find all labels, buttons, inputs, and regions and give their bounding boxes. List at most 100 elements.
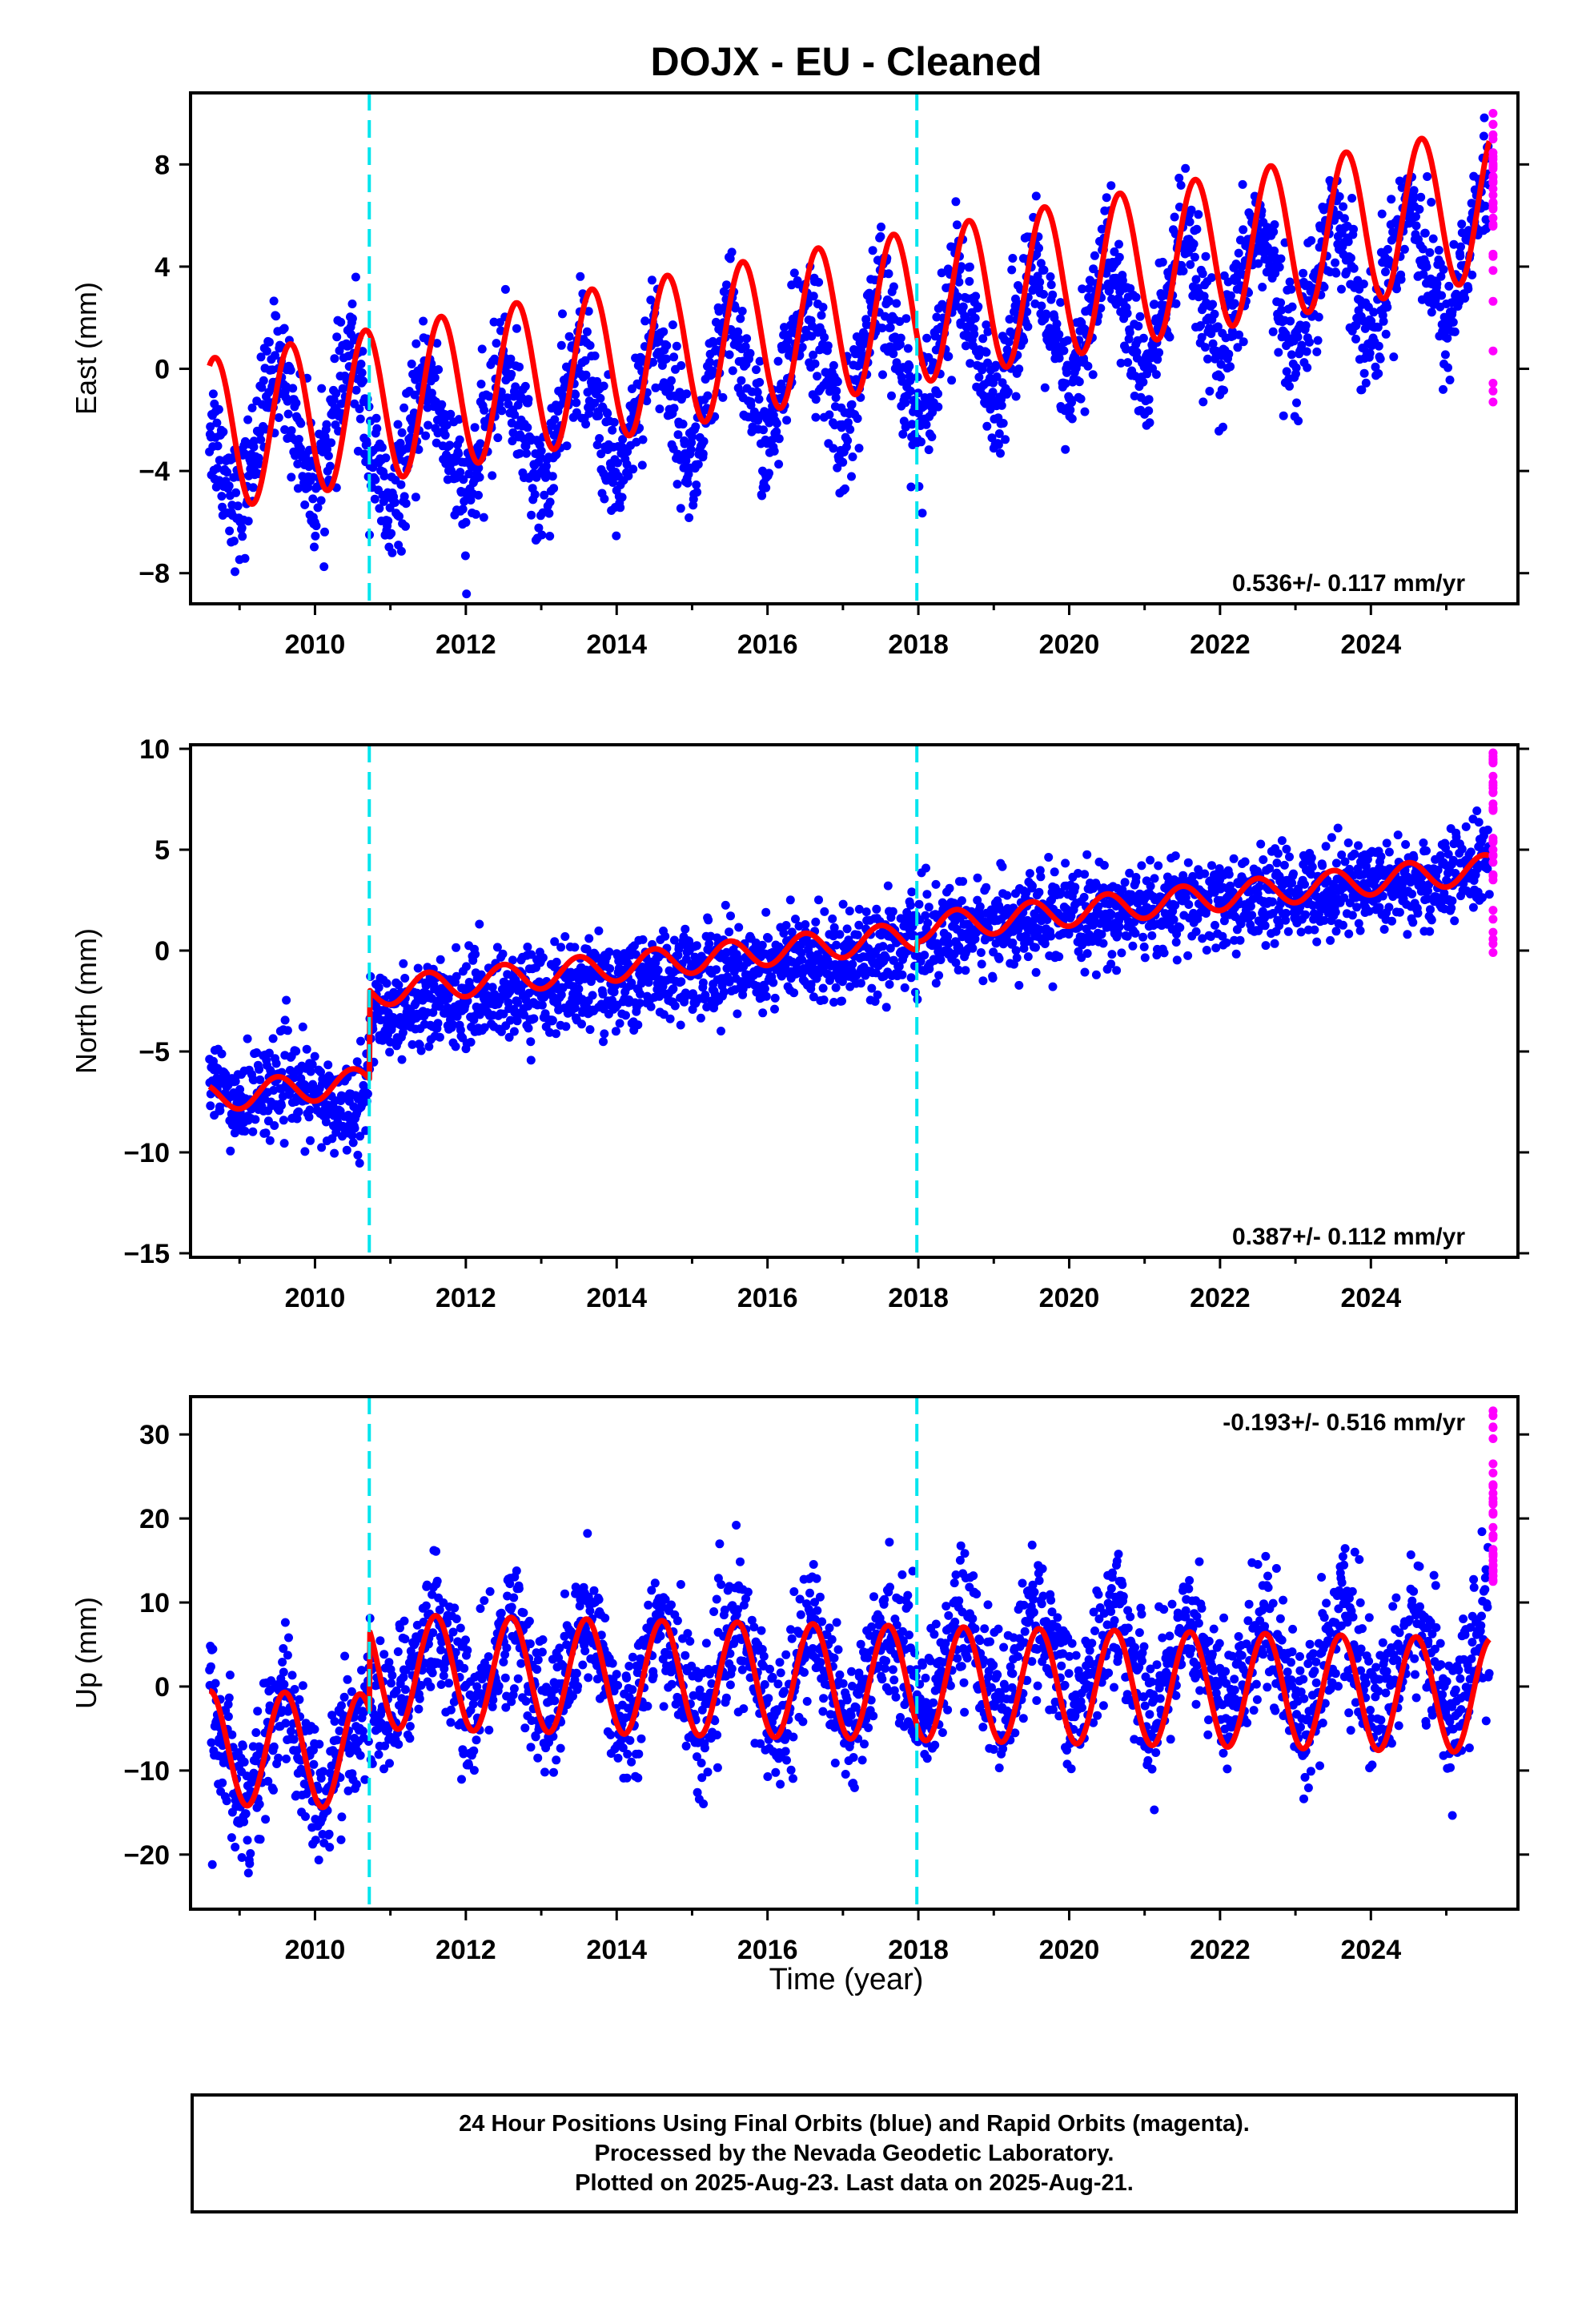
data-point	[488, 983, 497, 992]
data-point	[458, 505, 468, 514]
data-point	[570, 943, 580, 952]
data-point	[921, 420, 931, 429]
data-point	[1383, 244, 1392, 254]
data-point	[477, 344, 487, 354]
data-point	[646, 1002, 656, 1011]
data-point	[504, 1032, 514, 1042]
data-point	[1460, 294, 1470, 303]
data-point	[789, 988, 799, 998]
data-point	[581, 370, 591, 380]
data-point	[509, 1027, 519, 1036]
data-point	[264, 1048, 274, 1058]
data-point	[351, 272, 360, 282]
data-point	[1381, 267, 1390, 276]
data-point	[288, 384, 298, 393]
data-point	[1146, 855, 1155, 865]
data-point	[676, 504, 685, 513]
data-point	[356, 1036, 365, 1046]
data-point	[1130, 928, 1140, 938]
data-point	[1468, 270, 1477, 279]
data-point	[1197, 332, 1207, 342]
data-point	[1052, 319, 1062, 328]
data-point	[789, 268, 799, 278]
data-point	[454, 449, 464, 459]
data-point	[400, 974, 410, 983]
data-point	[892, 299, 901, 308]
data-point	[240, 1127, 250, 1136]
data-point	[1254, 259, 1263, 268]
data-point	[1124, 334, 1134, 344]
data-point	[1040, 383, 1050, 392]
data-point	[1150, 300, 1159, 309]
data-point	[809, 350, 818, 360]
data-point	[279, 1116, 288, 1125]
data-point	[294, 435, 303, 444]
data-point	[218, 502, 227, 512]
data-point	[1102, 193, 1111, 203]
data-point	[1125, 328, 1134, 337]
data-point	[287, 426, 296, 436]
data-point	[1066, 405, 1075, 415]
data-point	[877, 324, 887, 333]
data-point	[1383, 303, 1392, 312]
data-point	[1247, 911, 1257, 920]
data-point	[1135, 312, 1145, 321]
data-point	[394, 980, 404, 990]
data-point	[500, 284, 510, 294]
data-point	[705, 939, 714, 949]
data-point	[492, 943, 502, 952]
data-point	[832, 940, 841, 950]
data-point	[1287, 302, 1297, 312]
data-point	[1230, 299, 1239, 308]
data-point	[371, 475, 380, 485]
data-point	[1389, 352, 1399, 362]
data-point	[1488, 161, 1498, 171]
data-point	[1488, 296, 1498, 306]
data-point	[1219, 385, 1228, 395]
data-point	[994, 429, 1004, 438]
data-point	[689, 989, 697, 999]
data-point	[256, 352, 266, 362]
data-point	[1036, 259, 1046, 268]
data-point	[456, 468, 465, 477]
data-point	[1297, 340, 1307, 350]
data-point	[797, 948, 806, 958]
data-point	[427, 388, 436, 398]
data-point	[1183, 858, 1193, 867]
data-point	[895, 340, 905, 349]
data-point	[1343, 237, 1353, 247]
data-point	[320, 527, 329, 537]
data-point	[321, 1117, 331, 1127]
data-point	[605, 964, 615, 973]
data-point	[1425, 247, 1435, 257]
data-point	[479, 513, 488, 522]
data-point	[558, 309, 567, 319]
x-tick-label: 2014	[586, 629, 647, 660]
data-point	[556, 990, 566, 999]
data-point	[746, 400, 756, 410]
data-point	[1303, 363, 1312, 372]
data-point	[1061, 379, 1070, 388]
data-point	[635, 999, 644, 1008]
data-point	[310, 542, 319, 552]
data-point	[1174, 173, 1184, 183]
data-point	[805, 950, 815, 959]
data-point	[638, 935, 648, 944]
data-point	[306, 1067, 315, 1076]
data-point	[829, 998, 838, 1007]
data-point	[548, 1015, 557, 1025]
data-point	[383, 517, 393, 525]
data-point	[248, 1127, 258, 1136]
data-point	[409, 408, 419, 418]
data-point	[549, 484, 559, 493]
data-point	[1224, 349, 1234, 359]
data-point	[510, 410, 520, 420]
data-point	[530, 490, 540, 499]
data-point	[527, 510, 536, 520]
data-point	[523, 423, 532, 432]
data-point	[1434, 246, 1443, 255]
data-point	[224, 481, 234, 491]
data-point	[1002, 891, 1012, 900]
data-point	[1307, 235, 1316, 245]
